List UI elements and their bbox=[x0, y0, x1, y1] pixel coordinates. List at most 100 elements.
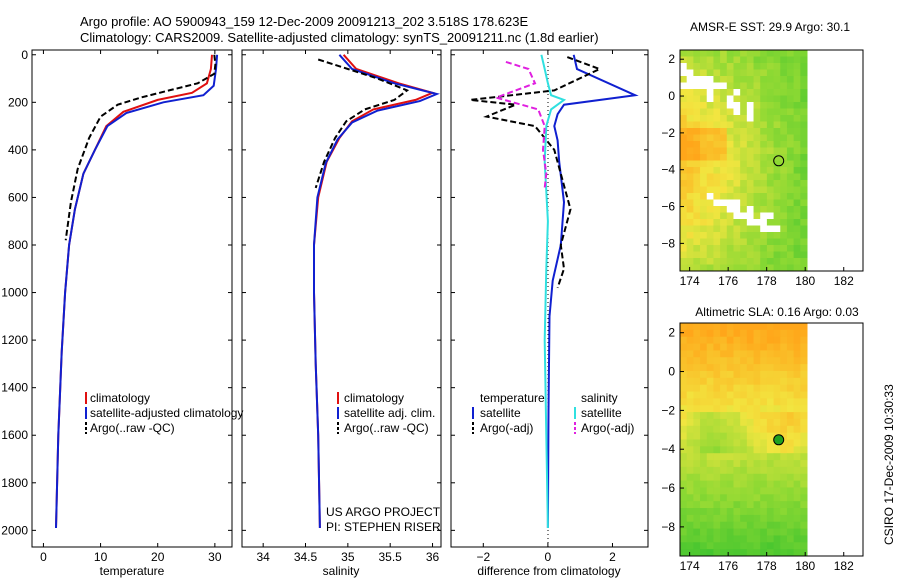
map-cell bbox=[753, 69, 761, 77]
map-cell bbox=[793, 128, 801, 135]
map-y-tick-label: −2 bbox=[661, 126, 675, 140]
map-cell bbox=[726, 95, 734, 103]
map-cell bbox=[786, 89, 795, 96]
map-cell bbox=[680, 494, 688, 502]
map-cell bbox=[700, 466, 708, 475]
map-cell bbox=[793, 370, 801, 379]
map-cell bbox=[686, 63, 694, 70]
map-cell bbox=[786, 329, 795, 338]
map-cell bbox=[760, 186, 768, 194]
map-cell bbox=[753, 377, 761, 386]
map-cell bbox=[753, 514, 761, 523]
map-cell bbox=[746, 466, 755, 475]
map-cell bbox=[680, 89, 688, 96]
map-cell bbox=[746, 128, 755, 135]
map-cell bbox=[780, 473, 788, 482]
map-cell bbox=[713, 76, 721, 83]
map-cell bbox=[766, 432, 775, 440]
map-cell bbox=[793, 121, 801, 129]
map-cell bbox=[760, 446, 768, 454]
map-cell bbox=[760, 108, 768, 116]
map-cell bbox=[773, 147, 781, 155]
map-cell bbox=[746, 494, 755, 502]
map-cell bbox=[700, 95, 708, 103]
map-cell bbox=[760, 141, 768, 148]
map-cell bbox=[786, 251, 795, 259]
map-cell bbox=[766, 251, 775, 259]
map-cell bbox=[713, 377, 721, 386]
map-cell bbox=[746, 528, 755, 536]
map-cell bbox=[686, 384, 694, 393]
map-cell bbox=[800, 528, 808, 536]
map-cell bbox=[700, 225, 708, 233]
map-cell bbox=[733, 232, 741, 239]
series-line bbox=[55, 54, 213, 529]
map-cell bbox=[680, 535, 688, 543]
map-cell bbox=[740, 173, 748, 181]
map-cell bbox=[693, 521, 701, 530]
map-cell bbox=[780, 167, 788, 174]
map-cell bbox=[800, 329, 808, 338]
map-cell bbox=[720, 412, 728, 420]
map-cell bbox=[780, 245, 788, 252]
map-cell bbox=[686, 446, 694, 454]
map-cell bbox=[786, 323, 795, 331]
depth-tick-label: 600 bbox=[8, 190, 28, 204]
x-tick-label: 36 bbox=[426, 550, 440, 564]
map-cell bbox=[706, 141, 714, 148]
map-cell bbox=[786, 460, 795, 468]
sst-map-axes: 174 176 178 180 182 2 0 −2 −4 −6 −8 bbox=[661, 52, 854, 288]
map-cell bbox=[780, 549, 788, 557]
map-cell bbox=[780, 206, 788, 213]
map-y-tick-label: 2 bbox=[668, 326, 675, 340]
map-cell bbox=[786, 453, 795, 461]
map-cell bbox=[733, 480, 741, 488]
map-cell bbox=[760, 134, 768, 142]
map-cell bbox=[786, 501, 795, 509]
map-cell bbox=[746, 56, 755, 64]
map-cell bbox=[766, 89, 775, 96]
map-cell bbox=[713, 219, 721, 226]
map-cell bbox=[686, 82, 694, 90]
map-cell bbox=[686, 487, 694, 495]
difference-x-label: difference from climatology bbox=[477, 564, 620, 578]
map-cell bbox=[760, 405, 768, 413]
map-y-tick-label: 2 bbox=[668, 52, 675, 66]
map-cell bbox=[713, 508, 721, 516]
map-cell bbox=[800, 364, 808, 372]
map-cell bbox=[706, 76, 714, 83]
map-cell bbox=[706, 398, 714, 406]
map-cell bbox=[686, 128, 694, 135]
map-cell bbox=[800, 432, 808, 440]
map-cell bbox=[700, 384, 708, 393]
map-cell bbox=[740, 528, 748, 536]
map-cell bbox=[680, 212, 688, 220]
map-cell bbox=[800, 89, 808, 96]
map-cell bbox=[733, 336, 741, 345]
map-cell bbox=[753, 439, 761, 447]
map-cell bbox=[733, 501, 741, 509]
map-cell bbox=[753, 501, 761, 509]
map-cell bbox=[706, 238, 714, 246]
map-cell bbox=[740, 245, 748, 252]
map-cell bbox=[693, 212, 701, 220]
map-cell bbox=[680, 225, 688, 233]
map-cell bbox=[706, 193, 714, 200]
map-cell bbox=[706, 535, 714, 543]
map-cell bbox=[773, 521, 781, 530]
map-cell bbox=[693, 398, 701, 406]
map-cell bbox=[793, 95, 801, 103]
map-cell bbox=[753, 398, 761, 406]
map-cell bbox=[686, 391, 694, 399]
map-cell bbox=[733, 528, 741, 536]
map-cell bbox=[786, 56, 795, 64]
map-cell bbox=[713, 63, 721, 70]
map-cell bbox=[726, 480, 734, 488]
map-cell bbox=[700, 405, 708, 413]
map-cell bbox=[793, 432, 801, 440]
map-cell bbox=[780, 141, 788, 148]
difference-x-axis: −2 0 2 bbox=[476, 50, 616, 564]
map-cell bbox=[726, 405, 734, 413]
map-cell bbox=[700, 264, 708, 272]
map-cell bbox=[753, 418, 761, 427]
